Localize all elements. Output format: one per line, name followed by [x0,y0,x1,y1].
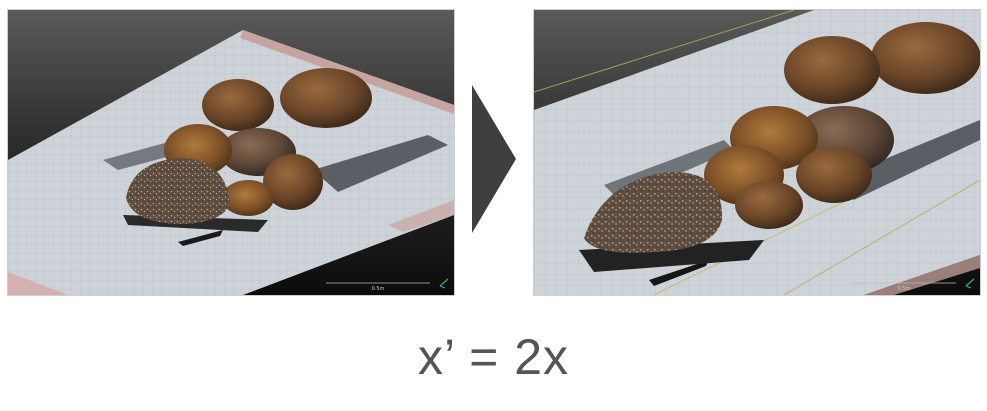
scaled-scene-image: 0.5m [534,10,980,295]
scale-equation: x’ = 2x [417,329,570,385]
scale-label: 0.5m [372,286,385,292]
axis-gizmo-icon [965,278,975,289]
right-arrow-icon [472,85,516,233]
scale-label: 0.5m [898,286,911,292]
original-scene-image: 0.5m [8,10,454,295]
axis-gizmo-icon [439,278,449,289]
original-scene-panel: 0.5m [8,10,454,295]
scaled-scene-panel: 0.5m [534,10,980,295]
